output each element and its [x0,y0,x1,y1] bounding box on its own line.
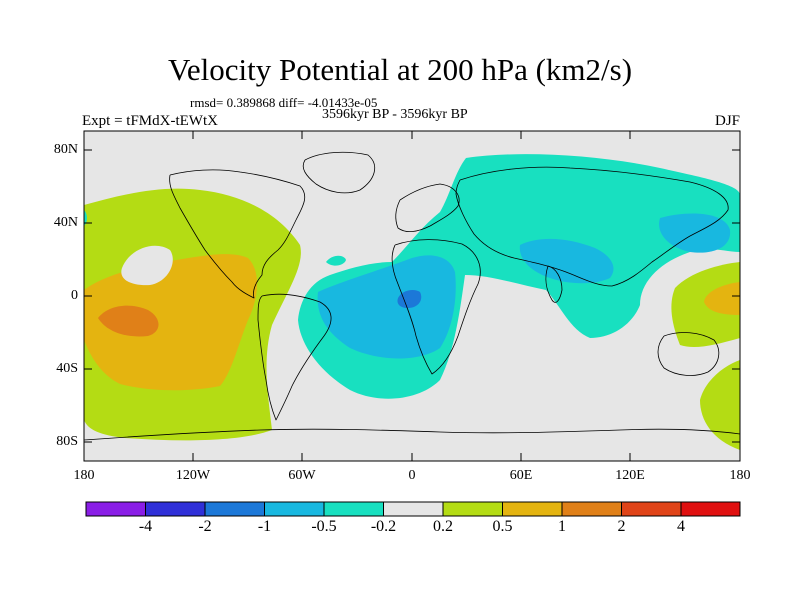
asia-lightblue-region [519,238,614,284]
coastlines [84,151,740,441]
x-label-0: 0 [408,468,416,483]
westpacific-gold-region [704,282,740,315]
x-label-60w: 60W [288,468,316,483]
colorbar-box [264,501,325,517]
y-label-40s: 40S [56,361,78,376]
x-label-120e: 120E [615,468,645,483]
colorbar-label: 0.5 [492,518,513,535]
colorbar-box [85,501,146,517]
colorbar-label: -1 [257,518,272,535]
colorbar-box [680,501,741,517]
colorbar-box [561,501,622,517]
colorbar-label: 4 [677,518,685,535]
y-label-80s: 80S [56,434,78,449]
antarctica-coast [84,428,740,441]
y-label-0: 0 [71,288,78,303]
colorbar-box [204,501,265,517]
colorbar-label: -4 [138,518,153,535]
stats-line: rmsd= 0.389868 diff= -4.01433e-05 [190,95,378,110]
experiment-label: Expt = tFMdX-tEWtX [82,113,218,129]
greenland-coast [302,151,376,194]
colorbar-label: 1 [558,518,566,535]
x-label-60e: 60E [509,468,533,483]
pacific-orange-region [98,305,159,337]
india-coast [545,265,563,303]
atlantic-lightblue-region [317,255,456,359]
north-america-coast [169,169,306,299]
x-label-180e: 180 [729,468,751,483]
colorbar-label: 0.2 [433,518,453,535]
map-title: Velocity Potential at 200 hPa (km2/s) [167,52,633,87]
colorbar-label: -0.2 [370,518,397,535]
pacific-gold-region [84,254,258,391]
period-label: 3596kyr BP - 3596kyr BP [322,107,468,122]
colorbar [85,501,741,517]
africa-coast [391,239,481,375]
asia-coast [455,166,729,287]
atlantic-blue-core [397,290,422,308]
x-label-120w: 120W [175,468,211,483]
x-tick-marks [83,131,741,461]
colorbar-box [442,501,503,517]
europe-coast [395,183,460,232]
season-label: DJF [714,113,740,129]
colorbar-box [502,501,563,517]
y-label-80n: 80N [53,142,78,157]
colorbar-label: 2 [617,518,626,535]
eastasia-lightblue-region [659,213,731,253]
colorbar-box [621,501,682,517]
southern-positive-region [700,360,740,450]
contour-field [84,131,740,461]
y-label-40n: 40N [53,215,78,230]
colorbar-box [145,501,206,517]
south-america-coast [257,293,332,421]
west-edge-cyan-sliver [84,210,87,226]
colorbar-label: -0.5 [311,518,337,535]
x-label-180w: 180 [73,468,95,483]
australia-coast [657,332,720,376]
colorbar-label: -2 [198,518,212,535]
atlantic-cyan-blob [326,255,346,266]
pacific-neutral-hole [121,245,173,286]
colorbar-box [383,501,444,517]
colorbar-box [323,501,384,517]
y-tick-marks [84,149,740,443]
